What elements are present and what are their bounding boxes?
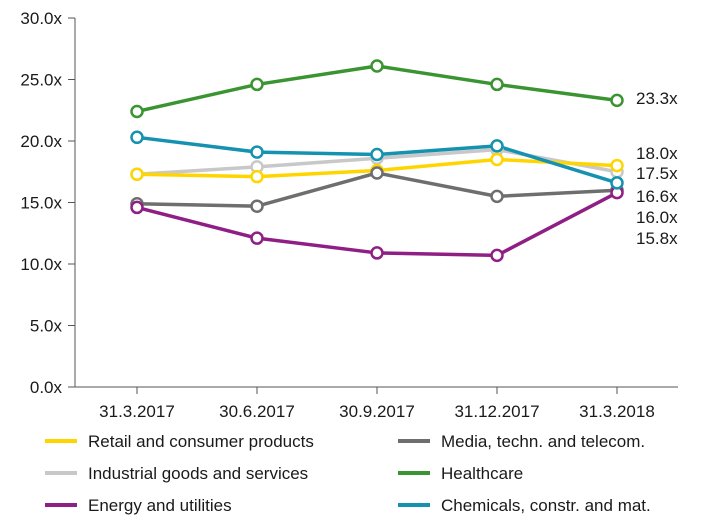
data-point	[130, 130, 144, 145]
end-value-label: 23.3x	[636, 89, 678, 108]
end-value-label: 16.0x	[636, 208, 678, 227]
legend-label: Retail and consumer products	[88, 432, 314, 451]
data-point	[490, 152, 504, 167]
series-line	[136, 191, 618, 258]
data-point	[610, 93, 624, 108]
end-value-label: 15.8x	[636, 229, 678, 248]
legend-label: Chemicals, constr. and mat.	[441, 496, 651, 515]
legend-label: Energy and utilities	[88, 496, 232, 515]
data-point	[250, 231, 264, 245]
data-point	[250, 77, 264, 92]
x-tick-label: 30.6.2017	[219, 402, 295, 421]
legend-label: Healthcare	[441, 464, 523, 483]
data-point	[490, 189, 504, 204]
data-point	[130, 104, 144, 119]
data-point	[370, 59, 384, 73]
data-point	[130, 167, 144, 181]
legend-label: Industrial goods and services	[88, 464, 308, 483]
legend-label: Media, techn. and telecom.	[441, 432, 645, 451]
y-tick-label: 25.0x	[20, 71, 62, 90]
data-point	[250, 199, 264, 213]
series-line	[136, 64, 618, 114]
end-value-label: 18.0x	[636, 144, 678, 163]
data-point	[490, 248, 504, 263]
data-point	[250, 169, 264, 184]
data-point	[370, 246, 384, 260]
data-point	[130, 200, 144, 215]
data-point	[610, 176, 624, 190]
x-tick-label: 31.3.2018	[579, 402, 655, 421]
y-tick-label: 10.0x	[20, 255, 62, 274]
end-value-label: 17.5x	[636, 164, 678, 183]
data-point	[490, 139, 504, 153]
x-tick-label: 31.3.2017	[99, 402, 175, 421]
data-point	[490, 77, 504, 92]
x-tick-label: 31.12.2017	[454, 402, 539, 421]
y-tick-label: 30.0x	[20, 9, 62, 28]
data-point	[250, 145, 264, 159]
y-tick-label: 0.0x	[30, 378, 63, 397]
data-point	[370, 166, 384, 180]
y-tick-label: 15.0x	[20, 194, 62, 213]
data-point	[610, 158, 624, 173]
data-point	[370, 147, 384, 162]
y-tick-label: 5.0x	[30, 317, 63, 336]
y-tick-label: 20.0x	[20, 132, 62, 151]
end-value-label: 16.6x	[636, 187, 678, 206]
x-tick-label: 30.9.2017	[339, 402, 415, 421]
